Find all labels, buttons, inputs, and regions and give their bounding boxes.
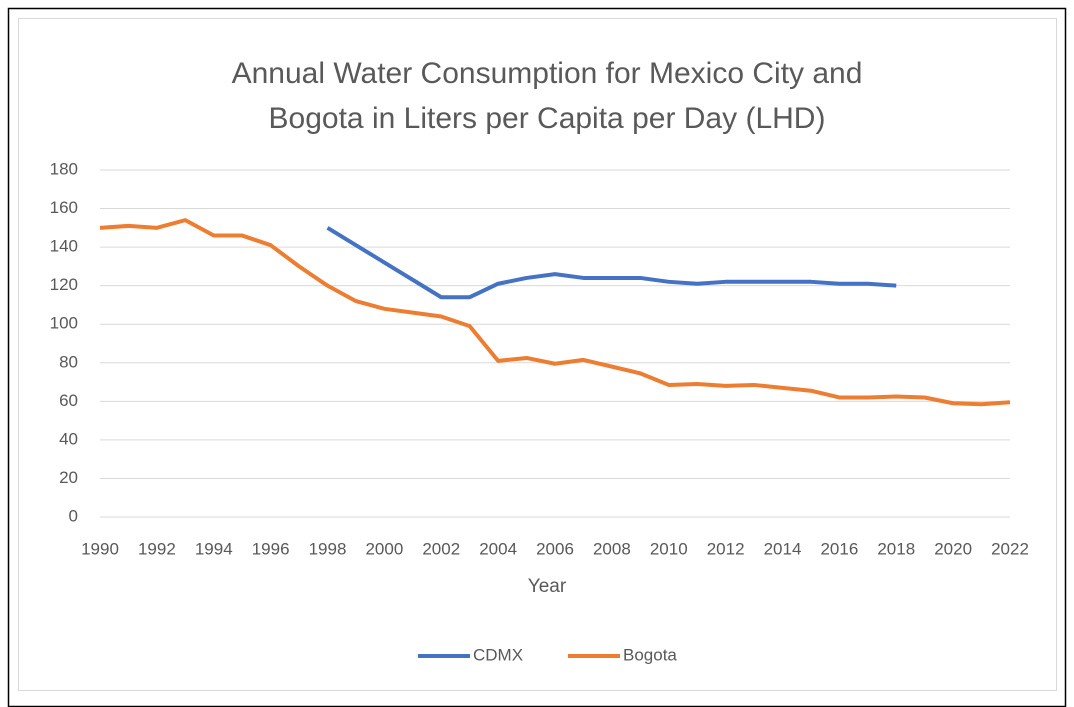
y-tick-label: 80 [59,352,78,371]
x-tick-label: 2008 [593,539,631,558]
y-tick-label: 0 [69,506,78,525]
x-axis-label: Year [528,576,567,597]
y-tick-label: 180 [50,159,78,178]
chart-frame [18,18,1057,691]
series-line [99,218,1011,407]
y-tick-label: 120 [50,275,78,294]
x-tick-label: 1992 [138,539,176,558]
x-tick-label: 1994 [195,539,233,558]
x-tick-label: 1990 [81,539,119,558]
x-tick-label: 2016 [820,539,858,558]
y-tick-label: 20 [59,468,78,487]
y-tick-label: 60 [59,391,78,410]
series-line [326,226,897,300]
x-tick-label: 2004 [479,539,517,558]
x-tick-label: 2014 [764,539,802,558]
x-tick-label: 2022 [991,539,1029,558]
y-tick-label: 100 [50,314,78,333]
x-tick-label: 2002 [422,539,460,558]
x-tick-label: 1996 [252,539,290,558]
chart-title: Annual Water Consumption for Mexico City… [232,57,863,90]
x-tick-label: 2010 [650,539,688,558]
chart-title: Bogota in Liters per Capita per Day (LHD… [269,102,826,135]
y-tick-label: 160 [50,198,78,217]
x-tick-label: 2006 [536,539,574,558]
y-tick-label: 40 [59,429,78,448]
legend-label: CDMX [473,645,523,664]
x-tick-label: 2018 [877,539,915,558]
legend-label: Bogota [623,645,677,664]
x-tick-label: 2012 [707,539,745,558]
x-tick-label: 2020 [934,539,972,558]
x-tick-label: 1998 [309,539,347,558]
x-tick-label: 2000 [365,539,403,558]
y-tick-label: 140 [50,237,78,256]
